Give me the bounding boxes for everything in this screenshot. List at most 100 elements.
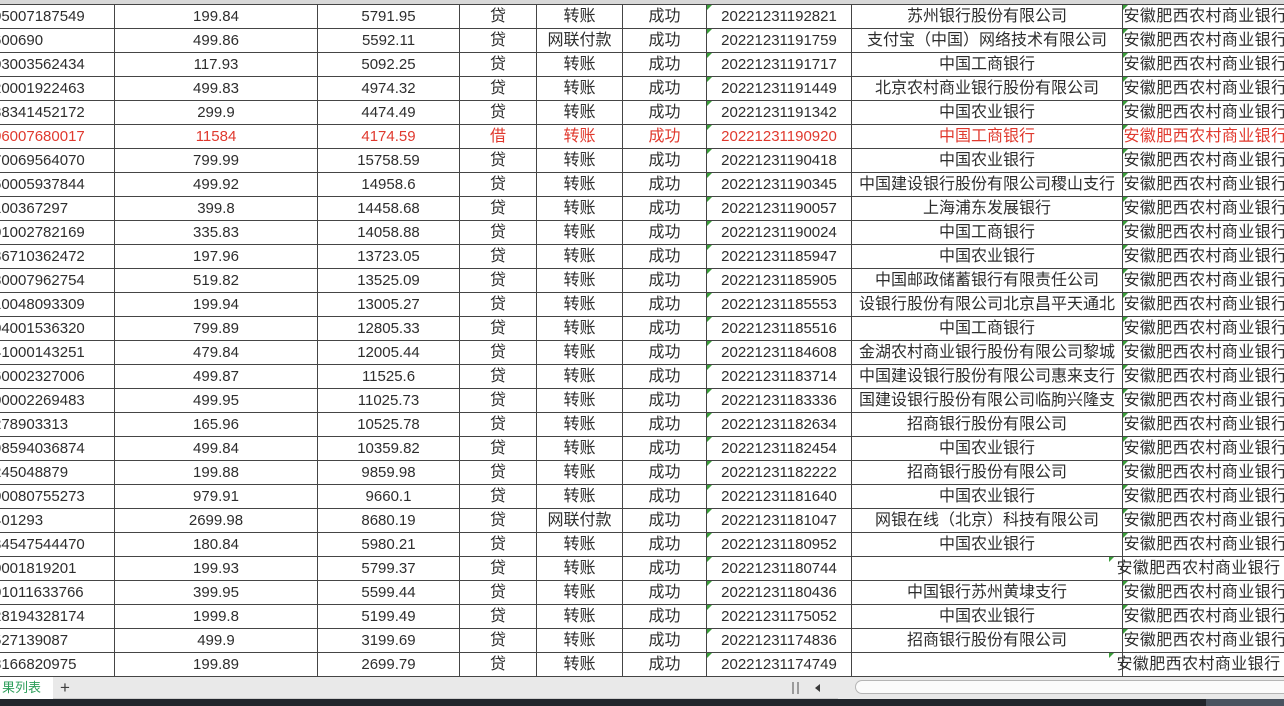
- cell-direction[interactable]: 贷: [460, 149, 537, 172]
- cell-timestamp[interactable]: 20221231190057: [707, 197, 852, 220]
- cell-amount[interactable]: 499.95: [115, 389, 318, 412]
- cell-status[interactable]: 成功: [623, 653, 707, 676]
- cell-direction[interactable]: 贷: [460, 77, 537, 100]
- cell-account[interactable]: 38341452172: [0, 101, 115, 124]
- cell-timestamp[interactable]: 20221231191759: [707, 29, 852, 52]
- cell-status[interactable]: 成功: [623, 365, 707, 388]
- cell-direction[interactable]: 贷: [460, 29, 537, 52]
- cell-bank[interactable]: 中国建设银行股份有限公司惠来支行: [852, 365, 1123, 388]
- cell-balance[interactable]: 8680.19: [318, 509, 460, 532]
- cell-bank[interactable]: 中国工商银行: [852, 221, 1123, 244]
- cell-owner-bank[interactable]: 安徽肥西农村商业银行: [1123, 485, 1284, 508]
- cell-amount[interactable]: 299.9: [115, 101, 318, 124]
- cell-amount[interactable]: 199.94: [115, 293, 318, 316]
- cell-method[interactable]: 转账: [537, 389, 623, 412]
- cell-account[interactable]: 00080755273: [0, 485, 115, 508]
- cell-timestamp[interactable]: 20221231192821: [707, 5, 852, 28]
- cell-status[interactable]: 成功: [623, 317, 707, 340]
- cell-amount[interactable]: 199.84: [115, 5, 318, 28]
- cell-owner-bank[interactable]: 安徽肥西农村商业银行: [1123, 269, 1284, 292]
- cell-bank[interactable]: 中国银行苏州黄埭支行: [852, 581, 1123, 604]
- cell-bank[interactable]: 中国农业银行: [852, 605, 1123, 628]
- cell-bank[interactable]: 上海浦东发展银行: [852, 197, 1123, 220]
- cell-direction[interactable]: 贷: [460, 629, 537, 652]
- cell-direction[interactable]: 借: [460, 125, 537, 148]
- cell-balance[interactable]: 11025.73: [318, 389, 460, 412]
- cell-status[interactable]: 成功: [623, 533, 707, 556]
- cell-account[interactable]: 34547544470: [0, 533, 115, 556]
- cell-method[interactable]: 转账: [537, 485, 623, 508]
- cell-owner-bank[interactable]: 安徽肥西农村商业银行: [1123, 365, 1284, 388]
- cell-amount[interactable]: 499.9: [115, 629, 318, 652]
- cell-status[interactable]: 成功: [623, 437, 707, 460]
- cell-timestamp[interactable]: 20221231190418: [707, 149, 852, 172]
- cell-bank[interactable]: 支付宝（中国）网络技术有限公司: [852, 29, 1123, 52]
- cell-method[interactable]: 转账: [537, 149, 623, 172]
- tab-splitter-handle[interactable]: [792, 682, 799, 694]
- cell-method[interactable]: 转账: [537, 461, 623, 484]
- cell-balance[interactable]: 10525.78: [318, 413, 460, 436]
- cell-amount[interactable]: 399.8: [115, 197, 318, 220]
- cell-timestamp[interactable]: 20221231181047: [707, 509, 852, 532]
- cell-method[interactable]: 转账: [537, 245, 623, 268]
- cell-direction[interactable]: 贷: [460, 221, 537, 244]
- cell-amount[interactable]: 499.87: [115, 365, 318, 388]
- cell-bank[interactable]: 中国农业银行: [852, 101, 1123, 124]
- cell-status[interactable]: 成功: [623, 293, 707, 316]
- cell-amount[interactable]: 799.99: [115, 149, 318, 172]
- cell-timestamp[interactable]: 20221231182222: [707, 461, 852, 484]
- cell-direction[interactable]: 贷: [460, 413, 537, 436]
- cell-balance[interactable]: 9660.1: [318, 485, 460, 508]
- cell-account[interactable]: 28194328174: [0, 605, 115, 628]
- cell-method[interactable]: 转账: [537, 77, 623, 100]
- cell-owner-bank[interactable]: 安徽肥西农村商业银行: [1123, 53, 1284, 76]
- cell-status[interactable]: 成功: [623, 413, 707, 436]
- cell-balance[interactable]: 4974.32: [318, 77, 460, 100]
- cell-balance[interactable]: 4474.49: [318, 101, 460, 124]
- cell-method[interactable]: 转账: [537, 125, 623, 148]
- cell-status[interactable]: 成功: [623, 557, 707, 580]
- cell-balance[interactable]: 14058.88: [318, 221, 460, 244]
- cell-bank[interactable]: 招商银行股份有限公司: [852, 461, 1123, 484]
- cell-method[interactable]: 转账: [537, 557, 623, 580]
- cell-bank[interactable]: 国建设银行股份有限公司临朐兴隆支: [852, 389, 1123, 412]
- cell-bank[interactable]: 中国工商银行: [852, 317, 1123, 340]
- cell-direction[interactable]: 贷: [460, 5, 537, 28]
- add-sheet-button[interactable]: +: [60, 678, 70, 697]
- cell-account[interactable]: 86710362472: [0, 245, 115, 268]
- cell-direction[interactable]: 贷: [460, 269, 537, 292]
- cell-account[interactable]: 0001819201: [0, 557, 115, 580]
- cell-owner-bank[interactable]: 安徽肥西农村商业银行: [1123, 77, 1284, 100]
- cell-amount[interactable]: 1999.8: [115, 605, 318, 628]
- cell-balance[interactable]: 13005.27: [318, 293, 460, 316]
- cell-amount[interactable]: 499.86: [115, 29, 318, 52]
- scroll-left-arrow-icon[interactable]: [815, 684, 820, 692]
- cell-balance[interactable]: 14958.6: [318, 173, 460, 196]
- cell-method[interactable]: 网联付款: [537, 29, 623, 52]
- cell-direction[interactable]: 贷: [460, 653, 537, 676]
- cell-method[interactable]: 网联付款: [537, 509, 623, 532]
- cell-amount[interactable]: 199.88: [115, 461, 318, 484]
- cell-bank[interactable]: 中国工商银行: [852, 53, 1123, 76]
- cell-status[interactable]: 成功: [623, 461, 707, 484]
- cell-timestamp[interactable]: 20221231182634: [707, 413, 852, 436]
- cell-account[interactable]: 00002269483: [0, 389, 115, 412]
- cell-owner-bank[interactable]: 安徽肥西农村商业银行: [1123, 293, 1284, 316]
- cell-amount[interactable]: 199.89: [115, 653, 318, 676]
- cell-balance[interactable]: 5791.95: [318, 5, 460, 28]
- cell-timestamp[interactable]: 20221231190345: [707, 173, 852, 196]
- cell-direction[interactable]: 贷: [460, 509, 537, 532]
- cell-status[interactable]: 成功: [623, 29, 707, 52]
- cell-amount[interactable]: 799.89: [115, 317, 318, 340]
- cell-bank[interactable]: [852, 557, 1123, 580]
- cell-account[interactable]: 245048879: [0, 461, 115, 484]
- cell-direction[interactable]: 贷: [460, 245, 537, 268]
- sheet-tab[interactable]: 果列表: [0, 677, 53, 699]
- cell-amount[interactable]: 399.95: [115, 581, 318, 604]
- cell-amount[interactable]: 499.83: [115, 77, 318, 100]
- cell-direction[interactable]: 贷: [460, 365, 537, 388]
- cell-direction[interactable]: 贷: [460, 389, 537, 412]
- cell-amount[interactable]: 11584: [115, 125, 318, 148]
- cell-direction[interactable]: 贷: [460, 101, 537, 124]
- cell-bank[interactable]: 中国工商银行: [852, 125, 1123, 148]
